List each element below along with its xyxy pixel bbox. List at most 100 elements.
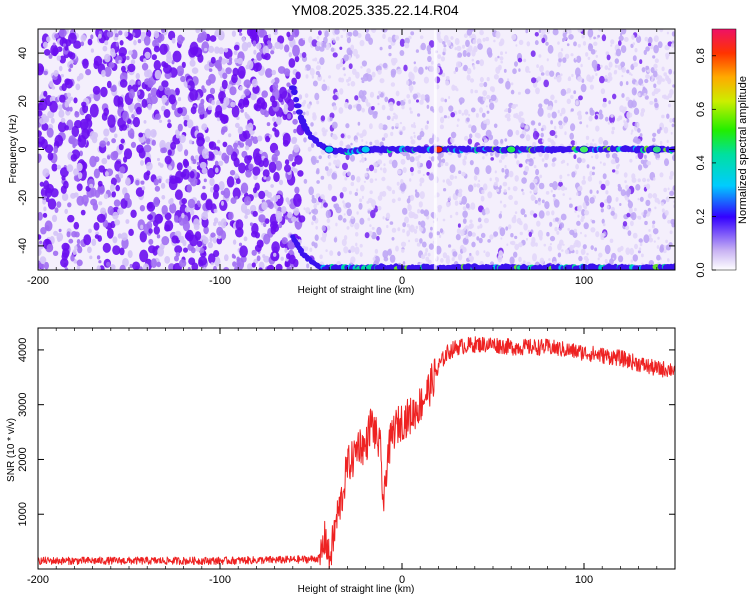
spectrogram-noise-dot xyxy=(250,135,254,141)
spectrogram-noise-dot xyxy=(349,190,352,195)
spectrogram-noise-dot xyxy=(106,141,110,146)
spectrogram-noise-dot xyxy=(624,180,627,184)
spectrogram-noise-dot xyxy=(483,217,489,224)
spectrogram-noise-dot xyxy=(655,68,658,72)
spectrogram-noise-dot xyxy=(439,151,444,158)
spectrogram-noise-dot xyxy=(43,49,51,56)
spectrogram-noise-dot xyxy=(506,117,511,122)
spectrogram-noise-dot xyxy=(123,148,133,160)
spectrogram-noise-dot xyxy=(361,156,365,163)
spectrogram-noise-dot xyxy=(546,231,550,237)
spectrogram-noise-dot xyxy=(41,122,49,131)
spectrogram-noise-dot xyxy=(237,126,243,135)
spectrogram-noise-dot xyxy=(661,78,665,82)
spectrogram-noise-dot xyxy=(251,262,256,268)
spectrogram-y-axis-label: Frequency (Hz) xyxy=(8,115,19,184)
spectrogram-noise-dot xyxy=(534,199,538,204)
spectrogram-noise-dot xyxy=(418,154,422,158)
spectrogram-noise-dot xyxy=(419,99,424,105)
spectrogram-noise-dot xyxy=(600,183,606,191)
spectrogram-noise-dot xyxy=(538,54,542,58)
spectrogram-noise-dot xyxy=(660,202,665,206)
spectrogram-noise-dot xyxy=(400,158,406,165)
spectrogram-noise-dot xyxy=(478,237,483,244)
spectrogram-noise-dot xyxy=(172,50,182,63)
spectrogram-noise-dot xyxy=(495,31,501,39)
spectrogram-noise-dot xyxy=(399,131,403,136)
snr-x-ticks: -200 -100 0 100 xyxy=(27,328,676,586)
spectrogram-noise-dot xyxy=(462,246,467,253)
spectrogram-noise-dot xyxy=(66,92,72,98)
spectrogram-noise-dot xyxy=(540,72,545,76)
spectrogram-noise-dot xyxy=(287,211,293,219)
spectrogram-noise-dot xyxy=(150,87,158,97)
spectrogram-noise-dot xyxy=(286,113,292,120)
spectrogram-noise-dot xyxy=(153,196,160,207)
snr-x-tick-label: 0 xyxy=(399,574,405,586)
spectrogram-noise-dot xyxy=(111,191,116,198)
spectrogram-noise-dot xyxy=(261,90,269,98)
spectrogram-noise-dot xyxy=(499,200,503,204)
spectrogram-noise-dot xyxy=(359,252,363,257)
spectrogram-noise-dot xyxy=(439,234,442,238)
spectrogram-noise-dot xyxy=(559,239,564,246)
spectrogram-noise-dot xyxy=(158,162,161,166)
spectrogram-noise-dot xyxy=(602,140,609,146)
spectrogram-noise-dot xyxy=(205,79,212,86)
spectrogram-noise-dot xyxy=(347,104,353,110)
spectrogram-noise-dot xyxy=(234,266,239,270)
spectrogram-noise-dot xyxy=(493,139,499,146)
spectrogram-noise-dot xyxy=(350,181,355,187)
spectrogram-noise-dot xyxy=(482,136,487,140)
spectrogram-noise-dot xyxy=(397,197,401,202)
spectrogram-noise-dot xyxy=(332,105,338,111)
spectrogram-noise-dot xyxy=(284,164,291,173)
spectrogram-noise-dot xyxy=(72,249,77,256)
spectrogram-noise-dot xyxy=(468,124,472,129)
spectrogram-noise-dot xyxy=(215,167,219,173)
spectrogram-noise-dot xyxy=(295,71,301,80)
spectrogram-noise-dot xyxy=(235,178,241,185)
spectrogram-noise-dot xyxy=(633,62,638,68)
spectrogram-noise-dot xyxy=(305,110,310,116)
spectrogram-noise-dot xyxy=(584,206,586,209)
spectrogram-noise-dot xyxy=(500,237,503,240)
spectrogram-noise-dot xyxy=(352,30,359,37)
spectrogram-noise-dot xyxy=(632,138,636,143)
spectrogram-noise-dot xyxy=(344,101,349,109)
spectrogram-noise-dot xyxy=(449,214,453,219)
spectrogram-noise-dot xyxy=(552,29,559,36)
spectrogram-noise-dot xyxy=(576,157,582,164)
spectrogram-noise-dot xyxy=(510,233,514,238)
spectrogram-noise-dot xyxy=(238,242,243,247)
spectrogram-noise-dot xyxy=(377,205,382,211)
spectrogram-noise-dot xyxy=(634,90,637,94)
spectrogram-noise-dot xyxy=(329,250,334,256)
spectrogram-noise-dot xyxy=(158,178,162,184)
spectrogram-noise-dot xyxy=(61,175,66,181)
spectrogram-noise-dot xyxy=(586,252,589,256)
spectrogram-noise-dot xyxy=(513,214,517,219)
spectrogram-noise-dot xyxy=(500,138,504,144)
spectrogram-noise-dot xyxy=(409,178,412,182)
spectrogram-noise-dot xyxy=(56,164,62,170)
spectrogram-noise-dot xyxy=(545,70,550,76)
spectrogram-noise-dot xyxy=(637,127,641,133)
spectrogram-noise-dot xyxy=(252,210,258,217)
spectrogram-noise-dot xyxy=(106,80,112,89)
spectrogram-noise-dot xyxy=(672,117,675,123)
spectrogram-noise-dot xyxy=(240,182,249,194)
spectrogram-noise-dot xyxy=(230,197,237,205)
spectrogram-noise-dot xyxy=(151,139,156,146)
spectrogram-noise-dot xyxy=(428,40,435,48)
spectrogram-noise-dot xyxy=(521,177,527,184)
spectrogram-noise-dot xyxy=(549,130,556,136)
spectrogram-noise-dot xyxy=(504,114,507,118)
spectrogram-noise-dot xyxy=(419,130,425,138)
spectrogram-noise-dot xyxy=(622,221,628,227)
spectrogram-noise-dot xyxy=(651,78,654,82)
spectrogram-noise-dot xyxy=(603,101,606,106)
spectrogram-noise-dot xyxy=(598,113,604,120)
spectrogram-noise-dot xyxy=(664,44,670,51)
spectrogram-noise-dot xyxy=(367,217,371,221)
